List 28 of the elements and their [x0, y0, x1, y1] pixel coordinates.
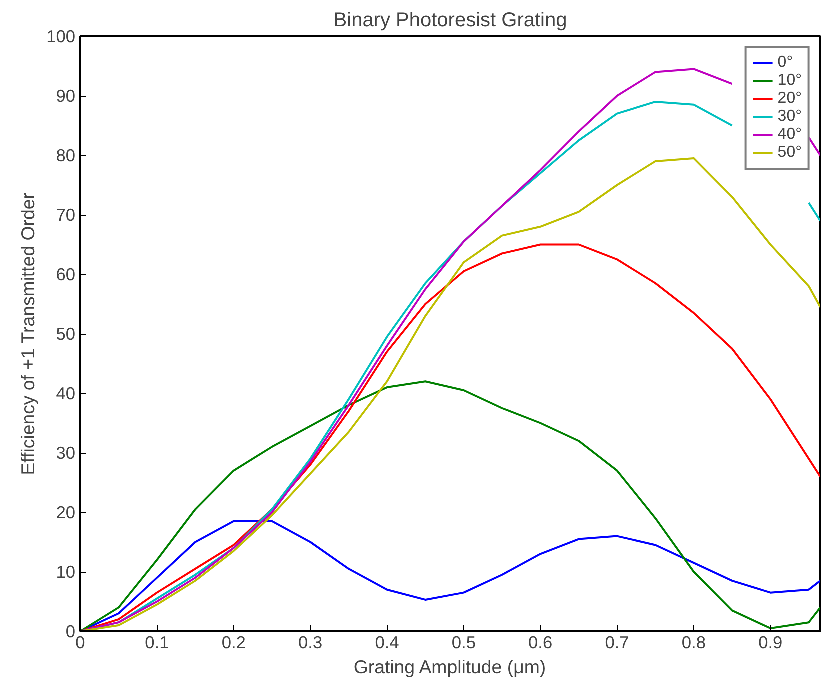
- y-tick-label: 10: [56, 562, 76, 582]
- x-tick-label: 0.5: [452, 632, 476, 652]
- y-tick-label: 100: [46, 26, 76, 46]
- legend-label: 40°: [778, 126, 802, 144]
- y-tick-label: 70: [56, 205, 76, 225]
- legend-label: 50°: [778, 144, 802, 162]
- legend-label: 0°: [778, 54, 794, 72]
- y-tick-label: 20: [56, 502, 76, 522]
- x-tick-label: 0.8: [682, 632, 706, 652]
- y-tick-label: 90: [56, 86, 76, 106]
- y-tick-label: 60: [56, 264, 76, 284]
- x-tick-label: 0.3: [298, 632, 323, 652]
- chart-title: Binary Photoresist Grating: [334, 10, 568, 32]
- y-tick-label: 30: [56, 443, 76, 463]
- y-axis-title: Efficiency of +1 Transmitted Order: [18, 193, 39, 476]
- x-axis-title: Grating Amplitude (μm): [354, 656, 546, 678]
- x-tick-label: 0.1: [145, 632, 170, 652]
- x-tick-label: 0.4: [375, 632, 400, 652]
- legend-label: 20°: [778, 90, 802, 108]
- y-tick-label: 80: [56, 146, 76, 166]
- x-tick-label: 0.6: [528, 632, 553, 652]
- x-tick-label: 0.7: [605, 632, 630, 652]
- y-tick-label: 40: [56, 384, 76, 404]
- legend-label: 10°: [778, 72, 802, 90]
- y-tick-label: 50: [56, 324, 76, 344]
- legend-label: 30°: [778, 108, 802, 126]
- x-tick-label: 0.9: [758, 632, 783, 652]
- x-tick-label: 0.2: [222, 632, 246, 652]
